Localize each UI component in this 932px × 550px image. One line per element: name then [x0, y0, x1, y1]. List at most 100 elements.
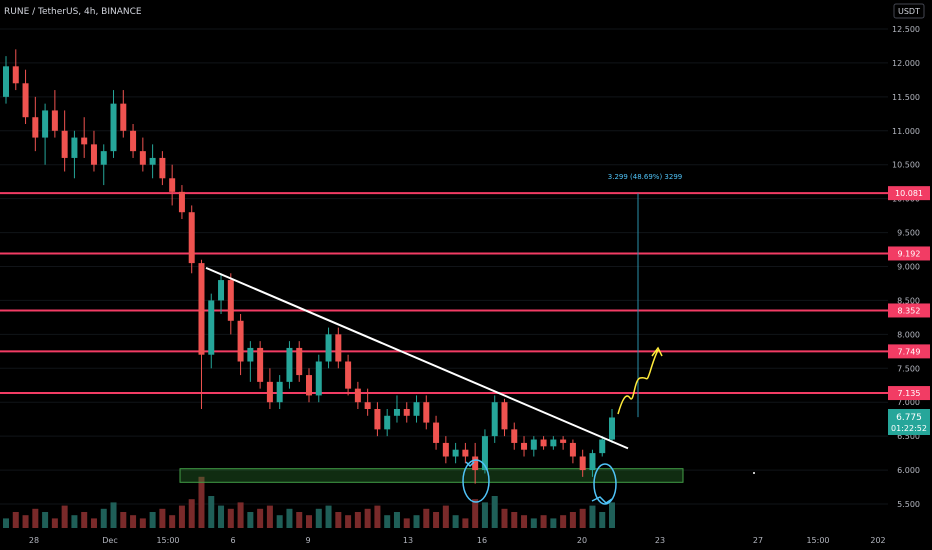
volume-bar: [198, 476, 205, 528]
candle-body: [393, 409, 400, 416]
price-tick-label: 6.500: [897, 432, 920, 441]
annotation-arrow: [591, 496, 613, 504]
volume-bar: [423, 508, 430, 528]
volume-bar: [384, 515, 391, 528]
projection-arrow: [617, 346, 663, 415]
annotation-circles: [462, 459, 755, 505]
candle-body: [345, 361, 352, 389]
volume-bar: [51, 518, 58, 528]
volume-bar: [511, 512, 518, 528]
volume-bar: [110, 502, 117, 528]
candle-body: [540, 439, 547, 447]
volume-bar: [462, 518, 469, 528]
candle-body: [521, 442, 528, 450]
price-tick-label: 9.000: [897, 263, 920, 272]
candle-body: [130, 130, 137, 152]
level-tag-bg: [888, 344, 930, 359]
volume-bar: [521, 515, 528, 528]
level-tag-bg: [888, 246, 930, 261]
volume-bar: [208, 496, 215, 528]
candle-body: [413, 402, 420, 416]
candle-body: [247, 347, 254, 362]
time-axis-ticks: 28 Dec 15:00 6 9 13 16 20 23 27 15:00 202: [29, 536, 886, 545]
time-tick-label: 20: [577, 536, 587, 545]
price-tick-label: 11.500: [892, 93, 920, 102]
candle-body: [237, 320, 244, 362]
candle-body: [550, 439, 557, 447]
time-tick-label: 13: [403, 536, 413, 545]
volume-bar: [599, 512, 606, 528]
time-tick-label: 6: [230, 536, 235, 545]
volume-bar: [12, 512, 19, 528]
volume-bar: [247, 512, 254, 528]
candle-body: [178, 191, 185, 213]
candle-body: [257, 347, 264, 382]
volume-bar: [393, 512, 400, 528]
price-tick-label: 7.000: [897, 398, 920, 407]
price-axis[interactable]: [888, 0, 932, 530]
currency-button[interactable]: USDT: [893, 3, 925, 19]
candle-body: [3, 66, 9, 97]
candle-body: [403, 409, 410, 416]
volume-bars: [3, 476, 615, 528]
candle-body: [472, 456, 479, 471]
volume-bar: [354, 512, 361, 528]
volume-bar: [452, 515, 459, 528]
volume-bar: [472, 499, 479, 528]
candle-body: [266, 381, 273, 403]
last-price-tag: 6.775 01:22:52: [888, 409, 930, 435]
candle-body: [169, 178, 176, 192]
countdown-label: 01:22:52: [891, 424, 927, 433]
volume-bar: [276, 515, 283, 528]
candle-body: [491, 402, 498, 437]
volume-bar: [139, 518, 146, 528]
time-tick-label: 27: [753, 536, 763, 545]
level-tag-bg: [888, 386, 930, 401]
volume-bar: [540, 515, 547, 528]
volume-bar: [374, 505, 381, 528]
time-axis[interactable]: [0, 530, 932, 550]
candle-body: [218, 280, 225, 301]
volume-bar: [481, 502, 488, 528]
candle-body: [12, 66, 19, 84]
candle-body: [501, 402, 508, 430]
volume-bar: [3, 518, 9, 528]
time-tick-label: 9: [305, 536, 310, 545]
support-zone: [179, 468, 684, 483]
volume-bar: [81, 512, 88, 528]
price-tick-label: 6.000: [897, 466, 920, 475]
candle-body: [569, 442, 576, 457]
candle-body: [120, 103, 127, 131]
level-tag-label: 7.135: [898, 389, 921, 398]
annotation-circle: [593, 463, 617, 505]
time-tick-label: Dec: [102, 536, 117, 545]
candle-body: [198, 263, 205, 355]
volume-bar: [100, 508, 107, 528]
volume-bar: [433, 512, 440, 528]
volume-bar: [130, 515, 137, 528]
volume-bar: [442, 505, 449, 528]
price-tick-label: 7.500: [897, 364, 920, 373]
volume-bar: [159, 508, 166, 528]
candle-body: [22, 83, 29, 118]
candle-body: [354, 388, 361, 403]
level-tag-label: 8.352: [898, 306, 921, 315]
level-price-tags: 10.081 9.192 8.352 7.749 7.135: [888, 186, 930, 401]
candle-body: [81, 137, 88, 145]
time-tick-label: 15:00: [806, 536, 829, 545]
level-tag-label: 7.749: [898, 347, 921, 356]
volume-bar: [218, 505, 225, 528]
candle-body: [511, 429, 518, 443]
measure-label: 3.299 (48.69%) 3299: [608, 173, 682, 181]
volume-bar: [413, 515, 420, 528]
candle-body: [325, 334, 332, 362]
trendline: [205, 266, 629, 450]
candle-body: [296, 347, 303, 376]
level-tag-bg: [888, 186, 930, 201]
volume-bar: [501, 508, 508, 528]
volume-bar: [345, 515, 352, 528]
volume-bar: [90, 518, 97, 528]
time-tick-label: 23: [655, 536, 665, 545]
